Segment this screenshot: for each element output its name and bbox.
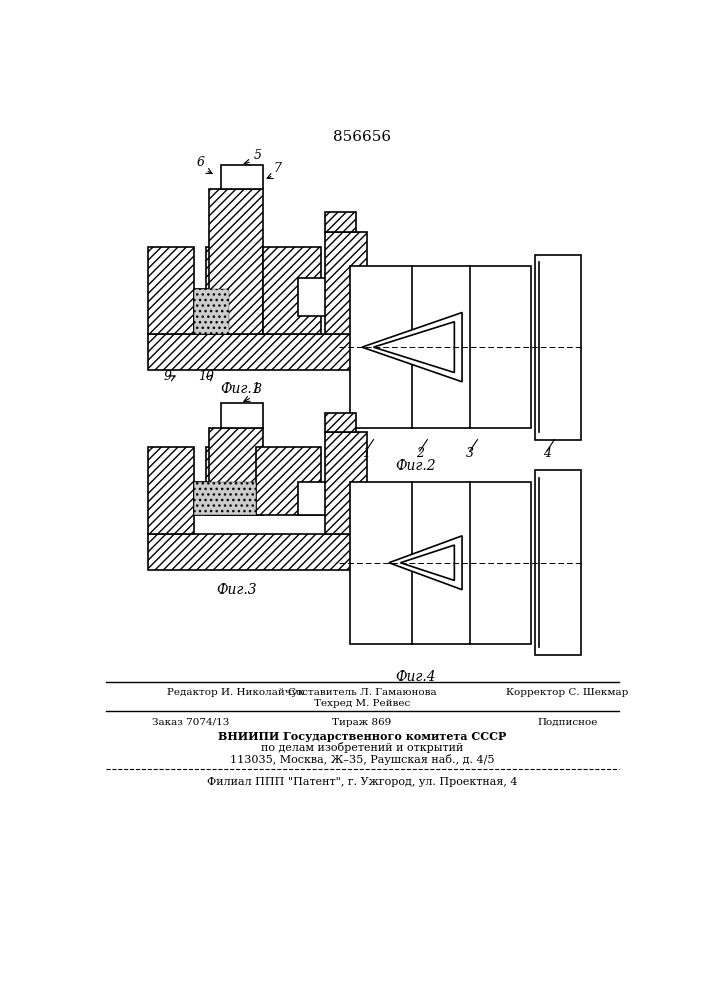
Bar (351, 266, 532, 428)
Bar (194, 289, 229, 334)
Bar (209, 428, 264, 515)
Bar (209, 189, 264, 334)
Bar (206, 447, 229, 515)
Text: Филиал ППП "Патент", г. Ужгород, ул. Проектная, 4: Филиал ППП "Патент", г. Ужгород, ул. Про… (206, 777, 518, 787)
Text: Фиг.3: Фиг.3 (216, 583, 257, 597)
Bar (194, 482, 256, 515)
Bar (194, 289, 229, 334)
Bar (148, 334, 368, 370)
Bar (298, 482, 329, 515)
Text: Фиг.4: Фиг.4 (395, 670, 436, 684)
Text: 856656: 856656 (333, 130, 391, 144)
Bar (221, 403, 264, 428)
Text: 2: 2 (416, 447, 424, 460)
Bar (535, 470, 581, 655)
Text: Подписное: Подписное (537, 718, 597, 727)
Polygon shape (373, 322, 455, 373)
Text: Фиг.1: Фиг.1 (220, 382, 261, 396)
Bar (206, 247, 229, 334)
Text: 4: 4 (543, 447, 551, 460)
Text: Заказ 7074/13: Заказ 7074/13 (152, 718, 229, 727)
Bar (194, 482, 256, 515)
Text: 3: 3 (466, 447, 474, 460)
Text: 10: 10 (198, 370, 214, 383)
Bar (148, 447, 194, 534)
Bar (325, 232, 368, 334)
Bar (264, 247, 321, 334)
Bar (535, 255, 581, 440)
Bar (325, 413, 356, 432)
Bar (221, 165, 264, 189)
Text: Составитель Л. Гамаюнова: Составитель Л. Гамаюнова (288, 688, 436, 697)
Text: Редактор И. Николайчук: Редактор И. Николайчук (167, 688, 305, 697)
Bar (539, 262, 570, 432)
Text: 6: 6 (197, 156, 204, 169)
Text: 1: 1 (362, 447, 370, 460)
Text: 7: 7 (273, 162, 281, 175)
Bar (148, 247, 194, 334)
Text: ВНИИПИ Государственного комитета СССР: ВНИИПИ Государственного комитета СССР (218, 730, 506, 742)
Polygon shape (389, 536, 462, 590)
Bar (351, 482, 532, 644)
Bar (325, 432, 368, 534)
Polygon shape (400, 545, 455, 580)
Text: 5: 5 (254, 149, 262, 162)
Text: Техред М. Рейвес: Техред М. Рейвес (314, 699, 410, 708)
Bar (148, 534, 368, 570)
Text: Тираж 869: Тираж 869 (332, 718, 392, 727)
Bar (325, 212, 356, 232)
Bar (256, 447, 321, 515)
Text: Фиг.2: Фиг.2 (395, 459, 436, 473)
Text: 9: 9 (163, 370, 171, 383)
Text: 113035, Москва, Ж–35, Раушская наб., д. 4/5: 113035, Москва, Ж–35, Раушская наб., д. … (230, 754, 494, 765)
Text: по делам изобретений и открытий: по делам изобретений и открытий (261, 742, 463, 753)
Polygon shape (362, 312, 462, 382)
Bar (298, 278, 329, 316)
Text: 8: 8 (254, 383, 262, 396)
Text: Корректор С. Шекмар: Корректор С. Шекмар (506, 688, 629, 697)
